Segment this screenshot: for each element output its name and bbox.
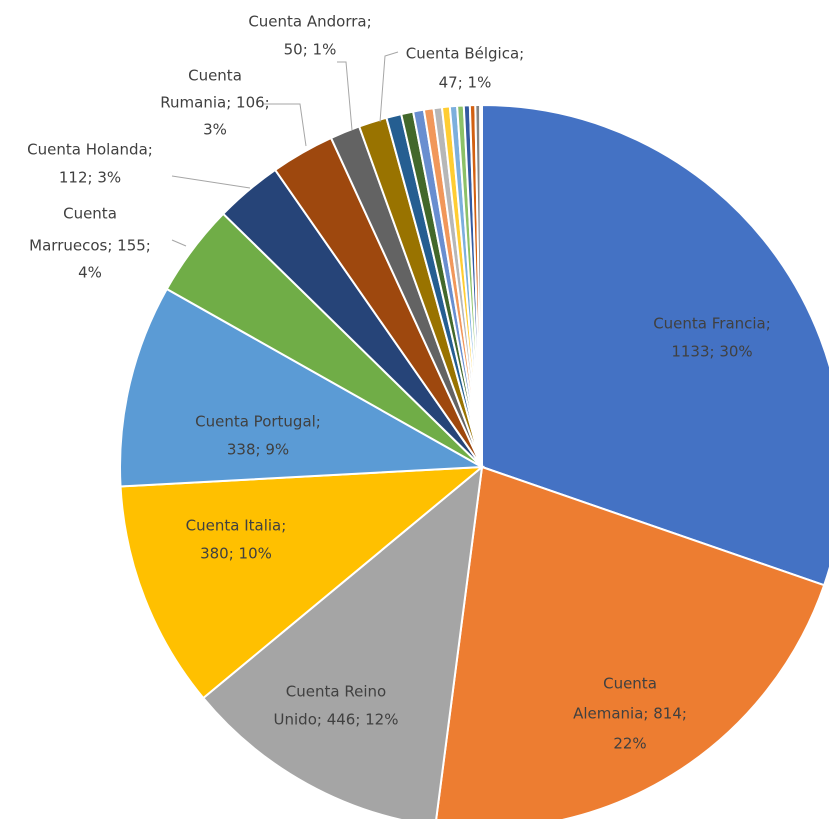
data-label: 338; 9% <box>227 441 289 459</box>
data-label: Alemania; 814; <box>573 705 687 723</box>
pie-slice <box>119 465 485 700</box>
data-label: 22% <box>613 735 646 753</box>
pie-slice <box>481 103 829 587</box>
data-label: Cuenta Francia; <box>653 315 771 333</box>
data-label: Marruecos; 155; <box>29 237 151 255</box>
data-label: Cuenta Holanda; <box>27 141 153 159</box>
data-label: 1133; 30% <box>671 343 752 361</box>
leader-line <box>337 61 353 131</box>
data-label: 112; 3% <box>59 169 121 187</box>
data-label: 47; 1% <box>439 74 492 92</box>
data-label: Cuenta Reino <box>286 683 386 701</box>
data-label: Unido; 446; 12% <box>274 711 399 729</box>
leader-line <box>379 51 399 123</box>
data-label: Cuenta <box>63 205 117 223</box>
data-label: 4% <box>78 264 102 282</box>
leader-line <box>171 239 187 247</box>
data-label: Cuenta Andorra; <box>248 13 371 31</box>
pie-slice <box>479 103 483 468</box>
data-label: Cuenta Italia; <box>186 517 287 535</box>
data-label: Cuenta Bélgica; <box>406 45 524 63</box>
pie-slice <box>201 464 484 819</box>
pie-slice <box>435 465 826 819</box>
data-label: Cuenta <box>188 67 242 85</box>
data-label: Rumania; 106; <box>160 94 269 112</box>
pie-slice <box>119 287 486 488</box>
data-label: 50; 1% <box>284 41 337 59</box>
leader-line <box>171 175 251 189</box>
data-label: Cuenta Portugal; <box>195 413 321 431</box>
leader-line <box>264 103 307 147</box>
data-label: 380; 10% <box>200 545 272 563</box>
data-label: 3% <box>203 121 227 139</box>
data-label: Cuenta <box>603 675 657 693</box>
